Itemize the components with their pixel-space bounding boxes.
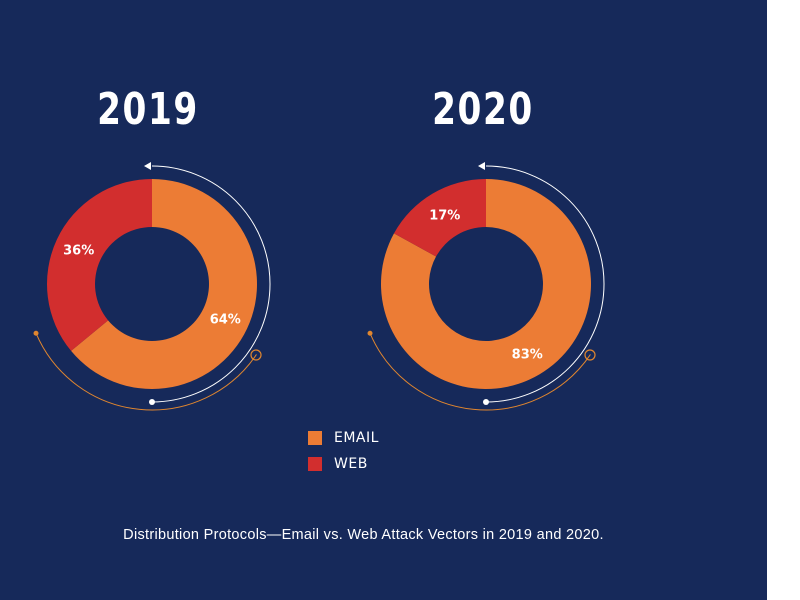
- legend-swatch-web: [308, 457, 322, 471]
- donut-slice-email-2019: [71, 179, 258, 389]
- outer-arc-orange-2020: [369, 333, 591, 411]
- arc-dot-white-2019: [149, 399, 155, 405]
- chart-caption: Distribution Protocols—Email vs. Web Att…: [123, 527, 604, 543]
- data-label-email-2019: 64%: [210, 312, 241, 327]
- data-label-web-2019: 36%: [63, 244, 94, 259]
- arc-dot-orange-2019: [33, 330, 39, 336]
- arc-ring-end-2020: [584, 349, 596, 361]
- legend-item-email: EMAIL: [308, 426, 379, 450]
- arrowhead-icon-2020: [478, 162, 485, 170]
- donut-slice-email-2020: [381, 179, 591, 389]
- donut-slice-web-2020: [393, 179, 486, 257]
- legend: EMAIL WEB: [308, 426, 379, 478]
- chart-title-2020: 2020: [432, 84, 534, 135]
- chart-title-2019: 2019: [97, 84, 199, 135]
- arc-ring-end-2019: [250, 349, 262, 361]
- arc-dot-orange-2020: [367, 330, 373, 336]
- data-label-web-2020: 17%: [429, 208, 460, 223]
- donut-slice-web-2019: [47, 179, 152, 351]
- infographic-panel: 2019 2020 64% 36% 83% 17% EMAIL WEB Distrib…: [0, 0, 767, 600]
- outer-arc-orange-2019: [35, 333, 257, 411]
- data-label-email-2020: 83%: [512, 348, 543, 363]
- legend-item-web: WEB: [308, 452, 379, 476]
- legend-label-web: WEB: [334, 456, 368, 472]
- outer-arc-white-2019: [151, 165, 271, 403]
- arrowhead-icon-2019: [144, 162, 151, 170]
- legend-swatch-email: [308, 431, 322, 445]
- outer-arc-white-2020: [485, 165, 605, 403]
- donut-charts: 64% 36% 83% 17%: [33, 162, 605, 411]
- legend-label-email: EMAIL: [334, 430, 379, 446]
- arc-dot-white-2020: [483, 399, 489, 405]
